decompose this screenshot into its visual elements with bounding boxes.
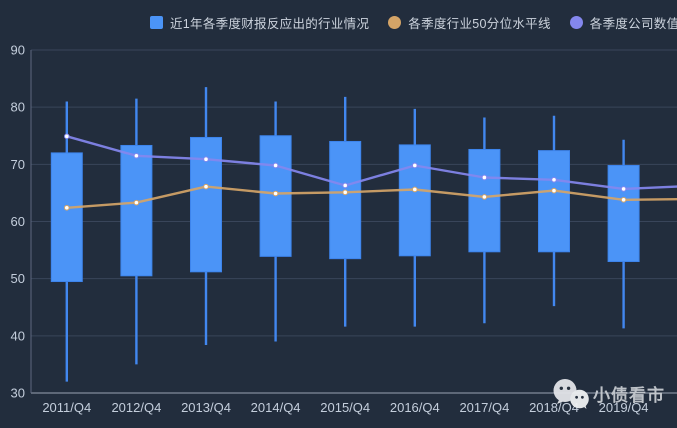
- percentile-line-point-2018/Q4[interactable]: [551, 187, 557, 194]
- legend-item-industry-range[interactable]: 近1年各季度财报反应出的行业情况: [150, 13, 369, 32]
- candlestick-box-2019/Q4[interactable]: [607, 164, 640, 263]
- x-axis-label-2015/Q4: 2015/Q4: [320, 400, 370, 415]
- company-line-point-2011/Q4[interactable]: [64, 133, 70, 140]
- x-axis-label-2016/Q4: 2016/Q4: [390, 400, 440, 415]
- percentile-line[interactable]: [65, 185, 677, 209]
- company-line[interactable]: [65, 135, 677, 191]
- y-axis-label-40: 40: [11, 328, 25, 343]
- x-axis-label-2019/Q4: 2019/Q4: [599, 400, 649, 415]
- percentile-line-point-2015/Q4[interactable]: [342, 189, 349, 196]
- candlestick-box-2015/Q4[interactable]: [329, 140, 362, 260]
- percentile-series-marker-icon: [388, 16, 402, 29]
- company-line-point-2013/Q4[interactable]: [203, 156, 209, 162]
- candlestick-box-2011/Q4[interactable]: [50, 152, 83, 283]
- y-axis-label-70: 70: [11, 157, 25, 172]
- y-axis-label-60: 60: [11, 214, 25, 229]
- percentile-line-point-2014/Q4[interactable]: [272, 190, 279, 197]
- x-axis-label-2012/Q4: 2012/Q4: [111, 400, 161, 415]
- legend-item-label: 各季度行业50分位水平线: [408, 17, 551, 31]
- legend-item-label: 近1年各季度财报反应出的行业情况: [170, 17, 370, 31]
- company-line-point-2018/Q4[interactable]: [551, 176, 557, 183]
- x-axis-label-2014/Q4: 2014/Q4: [251, 400, 301, 415]
- company-line-point-2016/Q4[interactable]: [412, 162, 418, 169]
- watermark-text: 小债看市: [593, 386, 665, 405]
- legend-item-percentile-line[interactable]: 各季度行业50分位水平线: [388, 13, 551, 32]
- legend: 近1年各季度财报反应出的行业情况 各季度行业50分位水平线 各季度公司数值: [150, 13, 677, 32]
- candlestick-series-marker-icon: [150, 16, 163, 29]
- candlestick-box-2012/Q4[interactable]: [120, 144, 153, 277]
- legend-item-company-value[interactable]: 各季度公司数值: [569, 13, 677, 32]
- x-axis-label-2011/Q4: 2011/Q4: [42, 400, 91, 415]
- candlestick-box-2017/Q4[interactable]: [468, 148, 501, 253]
- percentile-line-point-2013/Q4[interactable]: [203, 183, 209, 190]
- y-axis-label-50: 50: [11, 271, 25, 286]
- x-axis-label-2018/Q4: 2018/Q4: [529, 400, 579, 415]
- candlestick-box-2018/Q4[interactable]: [538, 150, 570, 253]
- watermark: 小债看市: [553, 378, 665, 409]
- percentile-line-point-2016/Q4[interactable]: [412, 186, 418, 193]
- candlestick-box-2016/Q4[interactable]: [398, 144, 431, 257]
- wechat-icon: [553, 378, 589, 409]
- company-line-point-2014/Q4[interactable]: [272, 162, 279, 169]
- y-axis-label-80: 80: [11, 100, 25, 115]
- percentile-line-point-2017/Q4[interactable]: [481, 194, 488, 200]
- company-series-marker-icon: [569, 16, 583, 29]
- percentile-line-point-2019/Q4[interactable]: [620, 196, 627, 203]
- legend-item-label: 各季度公司数值: [589, 17, 677, 31]
- x-axis-label-2013/Q4: 2013/Q4: [181, 400, 231, 415]
- x-axis-label-2017/Q4: 2017/Q4: [459, 400, 509, 415]
- percentile-line-point-2011/Q4[interactable]: [64, 204, 70, 211]
- y-axis-label-30: 30: [11, 386, 25, 401]
- company-line-point-2019/Q4[interactable]: [620, 186, 627, 192]
- company-line-point-2015/Q4[interactable]: [342, 182, 349, 189]
- percentile-line-point-2012/Q4[interactable]: [133, 199, 140, 206]
- y-axis-label-90: 90: [11, 43, 25, 58]
- company-line-point-2012/Q4[interactable]: [133, 152, 140, 159]
- company-line-point-2017/Q4[interactable]: [481, 174, 488, 181]
